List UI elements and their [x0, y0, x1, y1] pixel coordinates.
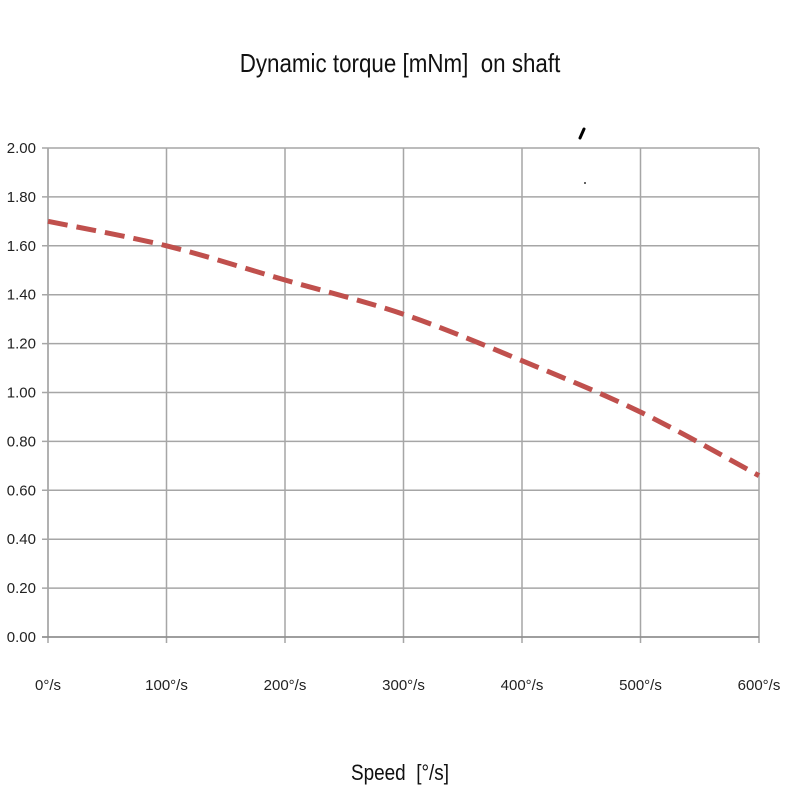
x-axis-title: Speed [°/s] — [350, 760, 450, 785]
y-tick-label: 1.40 — [7, 287, 36, 304]
y-tick-label: 0.20 — [7, 580, 36, 597]
x-tick-label: 500°/s — [619, 677, 662, 694]
chart-title: Dynamic torque [mNm] on shaft — [239, 48, 561, 78]
y-tick-label: 0.00 — [7, 629, 36, 646]
stray-mark — [578, 127, 586, 140]
y-axis-ticks: 0.00 0.20 0.40 0.60 0.80 1.00 1.20 1.40 1.60 1.80… — [7, 140, 36, 646]
grid-lines — [42, 147, 760, 643]
y-tick-label: 1.60 — [7, 238, 36, 255]
x-tick-label: 100°/s — [145, 677, 188, 694]
y-tick-label: 0.60 — [7, 482, 36, 499]
x-axis-ticks: 0°/s 100°/s 200°/s 300°/s 400°/s 500°/s 600°/s — [35, 677, 780, 694]
series-layer — [47, 218, 761, 478]
y-tick-label: 0.40 — [7, 531, 36, 548]
x-tick-label: 400°/s — [501, 677, 544, 694]
x-tick-label: 600°/s — [738, 677, 781, 694]
x-tick-label: 200°/s — [264, 677, 307, 694]
y-tick-label: 1.20 — [7, 336, 36, 353]
series-line — [47, 218, 761, 478]
y-tick-label: 1.80 — [7, 189, 36, 206]
y-tick-label: 0.80 — [7, 433, 36, 450]
y-tick-label: 2.00 — [7, 140, 36, 157]
x-tick-label: 0°/s — [35, 677, 61, 694]
x-tick-label: 300°/s — [382, 677, 425, 694]
y-tick-label: 1.00 — [7, 385, 36, 402]
stray-marks — [578, 127, 586, 184]
stray-dot — [584, 182, 586, 184]
